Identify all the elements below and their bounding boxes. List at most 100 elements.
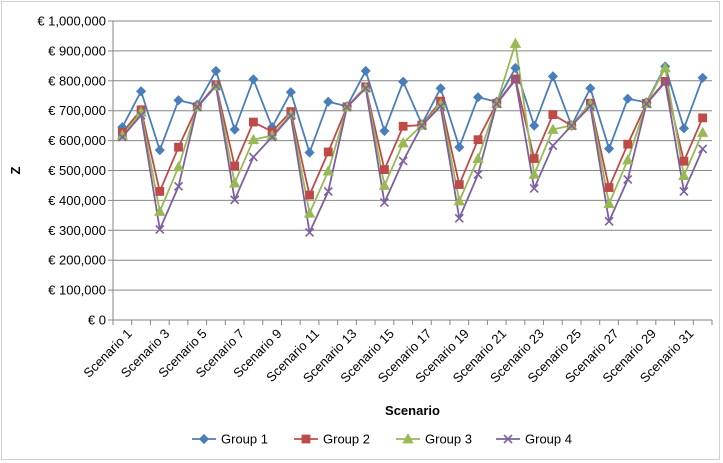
data-point-group-4 [211,81,221,91]
legend-marker [198,433,210,445]
data-point-group-1 [304,147,315,158]
legend-item-group-2: Group 2 [294,432,370,447]
data-point-group-4 [436,101,446,111]
marker-stroke [304,227,315,237]
data-point-group-2 [454,180,464,189]
marker-stroke [342,102,352,112]
data-point-group-3 [547,123,559,134]
marker-stroke [323,186,333,196]
legend-item-group-1: Group 1 [192,432,268,447]
data-point-group-3 [678,169,690,180]
data-point-group-3 [247,133,260,145]
marker-stroke [492,99,502,109]
marker-stroke [567,121,577,131]
data-point-group-2 [174,142,183,152]
data-point-group-1 [435,83,446,94]
y-tick-label: € 800,000 [48,73,106,88]
marker-stroke [679,186,689,196]
y-tick-label: € 1,000,000 [37,14,106,29]
marker-stroke [398,156,408,166]
marker-stroke [173,181,184,191]
data-point-group-4 [660,77,670,87]
data-point-group-4 [492,99,502,109]
data-point-group-2 [323,147,333,157]
data-point-group-2 [248,117,258,127]
data-point-group-4 [567,121,577,131]
marker-stroke [155,224,165,234]
marker-stroke [698,144,708,154]
data-point-group-3 [472,152,484,163]
data-point-group-1 [136,86,147,97]
data-point-group-3 [622,154,634,165]
data-point-group-1 [398,76,409,87]
y-tick-label: € 600,000 [48,133,106,148]
data-point-group-2 [623,139,633,149]
data-point-group-1 [697,72,708,83]
data-point-group-4 [398,156,408,166]
data-point-group-4 [548,141,558,151]
data-point-group-1 [285,87,296,98]
data-point-group-4 [304,227,315,237]
data-point-group-3 [528,168,540,179]
data-point-group-2 [604,183,614,192]
data-point-group-4 [698,144,708,154]
series-line-group-4 [121,79,704,234]
marker-stroke [529,183,539,194]
data-point-group-4 [361,83,371,93]
marker-stroke [454,213,464,223]
data-point-group-3 [696,126,709,137]
series-line-group-3 [121,42,704,215]
data-point-group-3 [378,179,391,190]
marker-stroke [510,75,521,85]
legend-label: Group 2 [323,432,370,447]
data-point-group-4 [286,111,296,121]
marker-stroke [473,169,483,179]
series-lines [121,42,704,234]
data-point-group-1 [547,71,558,82]
data-point-group-3 [228,177,241,188]
marker-stroke [361,83,371,93]
legend-marker [503,434,513,444]
data-point-group-1 [210,65,222,76]
data-point-group-1 [529,120,540,131]
data-point-group-2 [230,161,240,171]
data-point-group-2 [305,190,314,200]
data-point-group-1 [323,96,334,107]
data-point-group-4 [417,121,427,131]
marker-stroke [436,101,446,111]
data-point-group-4 [623,174,633,185]
data-point-group-1 [454,142,465,153]
y-tick-label: € 100,000 [48,283,106,298]
data-point-group-2 [698,113,708,123]
data-point-group-1 [379,125,390,137]
y-tick-label: € 400,000 [48,193,106,208]
marker-stroke [604,216,614,226]
data-point-group-3 [303,207,316,218]
marker-stroke [548,141,558,151]
data-point-group-4 [473,169,483,179]
data-point-group-1 [678,123,689,134]
legend-item-group-4: Group 4 [496,432,572,447]
data-point-group-3 [603,197,615,209]
marker-stroke [641,99,652,109]
y-tick-label: € 500,000 [48,163,106,178]
data-point-group-3 [509,37,522,48]
data-point-group-3 [154,205,166,216]
x-axis-title: Scenario [385,403,440,418]
data-point-group-3 [659,62,671,73]
marker-stroke [585,101,595,111]
legend-label: Group 4 [525,432,572,447]
marker-stroke [248,152,258,162]
marker-stroke [267,132,277,142]
data-point-group-4 [342,102,352,112]
data-point-group-4 [529,183,539,194]
data-point-group-1 [154,145,165,156]
y-tick-label: € 900,000 [48,43,106,58]
data-point-group-2 [548,110,558,119]
data-point-group-3 [453,195,465,206]
data-point-group-1 [472,92,484,103]
data-point-group-4 [454,213,464,223]
y-tick-label: € 700,000 [48,103,106,118]
data-point-group-4 [192,102,202,112]
